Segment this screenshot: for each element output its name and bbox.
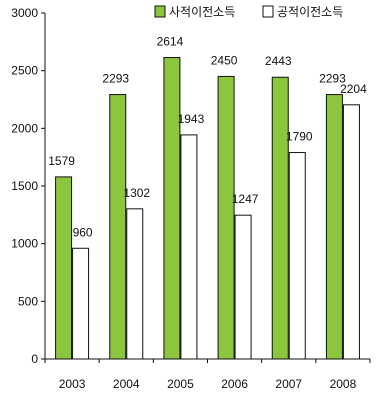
- y-tick-label: 2000: [11, 121, 38, 135]
- data-label-public: 1302: [123, 186, 150, 200]
- x-tick-label: 2005: [167, 377, 194, 391]
- legend-swatch-public: [262, 5, 274, 18]
- bar-private: [217, 75, 235, 360]
- data-label-public: 1943: [178, 112, 205, 126]
- y-tick-label: 500: [18, 294, 38, 308]
- data-label-private: 2450: [211, 53, 238, 67]
- data-label-private: 2443: [265, 54, 292, 68]
- x-tick-label: 2006: [221, 377, 248, 391]
- bar-public: [72, 247, 90, 360]
- y-tick-label: 2500: [11, 64, 38, 78]
- data-label-private: 2293: [319, 72, 346, 86]
- legend-label-public: 공적이전소득: [277, 5, 343, 19]
- data-label-public: 2204: [340, 82, 367, 96]
- data-label-public: 1247: [232, 192, 259, 206]
- bar-private: [325, 94, 343, 360]
- bar-private: [163, 57, 181, 360]
- bar-public: [342, 104, 360, 360]
- y-tick-label: 0: [31, 352, 38, 366]
- axes: 0 500 1000 1500 2000 2500 3000 2003 2004 2005 2006…: [11, 6, 371, 391]
- y-tick-label: 1000: [11, 237, 38, 251]
- data-labels: 1579 960 2293 1302 2614 1943 2450 1247 2443 1790 2…: [48, 35, 367, 240]
- legend-swatch-private: [154, 5, 166, 18]
- bar-private: [109, 94, 127, 360]
- y-tick-label: 3000: [11, 6, 38, 20]
- bar-public: [180, 134, 198, 360]
- x-tick-label: 2007: [275, 377, 302, 391]
- bars: [55, 57, 360, 360]
- x-tick-label: 2004: [113, 377, 140, 391]
- bar-public: [234, 214, 252, 360]
- data-label-public: 1790: [286, 130, 313, 144]
- bar-private: [271, 76, 289, 360]
- bar-private: [55, 176, 73, 360]
- bar-public: [126, 208, 144, 360]
- legend-label-private: 사적이전소득: [169, 5, 235, 19]
- data-label-private: 1579: [48, 154, 75, 168]
- legend: 사적이전소득 공적이전소득: [154, 5, 343, 19]
- x-tick-label: 2003: [59, 377, 86, 391]
- data-label-private: 2614: [157, 35, 184, 49]
- y-tick-label: 1500: [11, 179, 38, 193]
- data-label-public: 960: [73, 225, 93, 239]
- x-tick-label: 2008: [330, 377, 357, 391]
- bar-public: [288, 152, 306, 360]
- data-label-private: 2293: [102, 72, 129, 86]
